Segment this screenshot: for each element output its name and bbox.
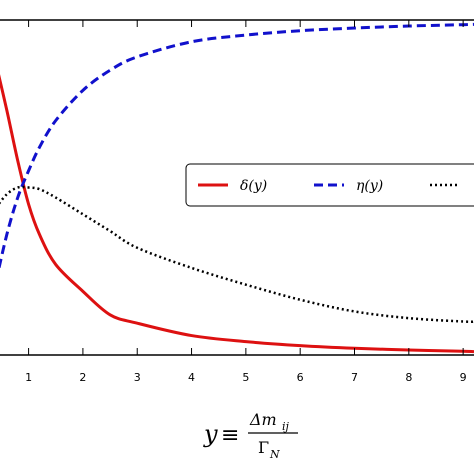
x-tick-label: 9 [460,371,467,384]
x-tick-label: 7 [351,371,358,384]
x-axis-label-denominator: Γ [258,438,269,457]
x-axis-label-numerator: Δm [249,410,277,429]
legend-label-2: η(y) [356,178,383,194]
x-axis-label-equiv: ≡ [221,423,239,448]
x-tick-label: 5 [242,371,249,384]
series-line-3 [0,185,474,323]
x-axis-label-lhs: y [203,420,218,448]
legend: δ(y) η(y) [185,163,474,207]
x-tick-label: 6 [297,371,304,384]
x-axis-ticks: 1 2 3 4 5 6 7 8 9 [25,20,467,384]
x-axis-label-denominator-sub: N [269,448,280,461]
series-line-2 [0,22,474,271]
x-axis-label: y ≡ Δm ij Γ N [203,410,298,461]
x-tick-label: 1 [25,371,32,384]
plot-frame [0,19,474,356]
series-layer [0,22,474,354]
x-tick-label: 8 [405,371,412,384]
legend-label-1: δ(y) [240,178,267,194]
x-tick-label: 4 [188,371,195,384]
series-line-1 [0,74,474,354]
x-axis-label-numerator-sub: ij [282,420,290,433]
x-tick-label: 3 [134,371,141,384]
x-tick-label: 2 [79,371,86,384]
